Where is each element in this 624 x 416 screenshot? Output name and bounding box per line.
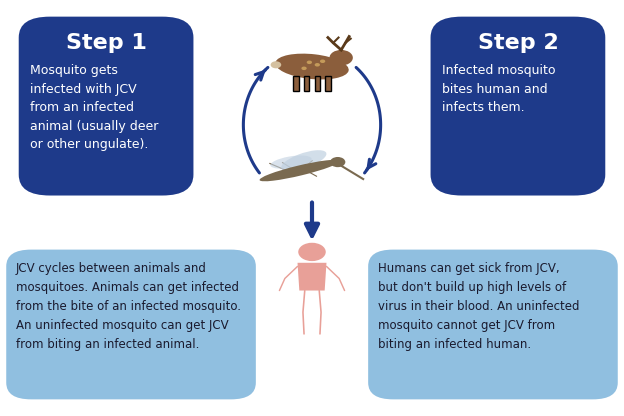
Polygon shape <box>331 57 346 65</box>
FancyBboxPatch shape <box>6 250 256 399</box>
FancyBboxPatch shape <box>368 250 618 399</box>
Text: JCV cycles between animals and
mosquitoes. Animals can get infected
from the bit: JCV cycles between animals and mosquitoe… <box>16 262 241 351</box>
Ellipse shape <box>270 156 311 168</box>
Circle shape <box>330 157 345 167</box>
Text: Step 2: Step 2 <box>477 33 558 53</box>
Ellipse shape <box>275 54 349 79</box>
Circle shape <box>314 63 320 67</box>
Circle shape <box>329 50 353 65</box>
Circle shape <box>320 59 325 63</box>
Ellipse shape <box>260 160 339 181</box>
Text: Step 1: Step 1 <box>66 33 147 53</box>
Circle shape <box>301 67 306 70</box>
FancyBboxPatch shape <box>431 17 605 196</box>
FancyBboxPatch shape <box>325 77 331 92</box>
FancyBboxPatch shape <box>304 77 310 92</box>
Circle shape <box>307 61 312 64</box>
FancyBboxPatch shape <box>314 77 320 92</box>
Circle shape <box>271 61 281 68</box>
Text: Infected mosquito
bites human and
infects them.: Infected mosquito bites human and infect… <box>442 64 555 114</box>
Ellipse shape <box>281 150 326 171</box>
Polygon shape <box>298 263 326 290</box>
FancyBboxPatch shape <box>19 17 193 196</box>
FancyBboxPatch shape <box>293 77 299 92</box>
Circle shape <box>298 243 326 261</box>
Text: Humans can get sick from JCV,
but don't build up high levels of
virus in their b: Humans can get sick from JCV, but don't … <box>378 262 579 351</box>
Text: Mosquito gets
infected with JCV
from an infected
animal (usually deer
or other u: Mosquito gets infected with JCV from an … <box>30 64 158 151</box>
